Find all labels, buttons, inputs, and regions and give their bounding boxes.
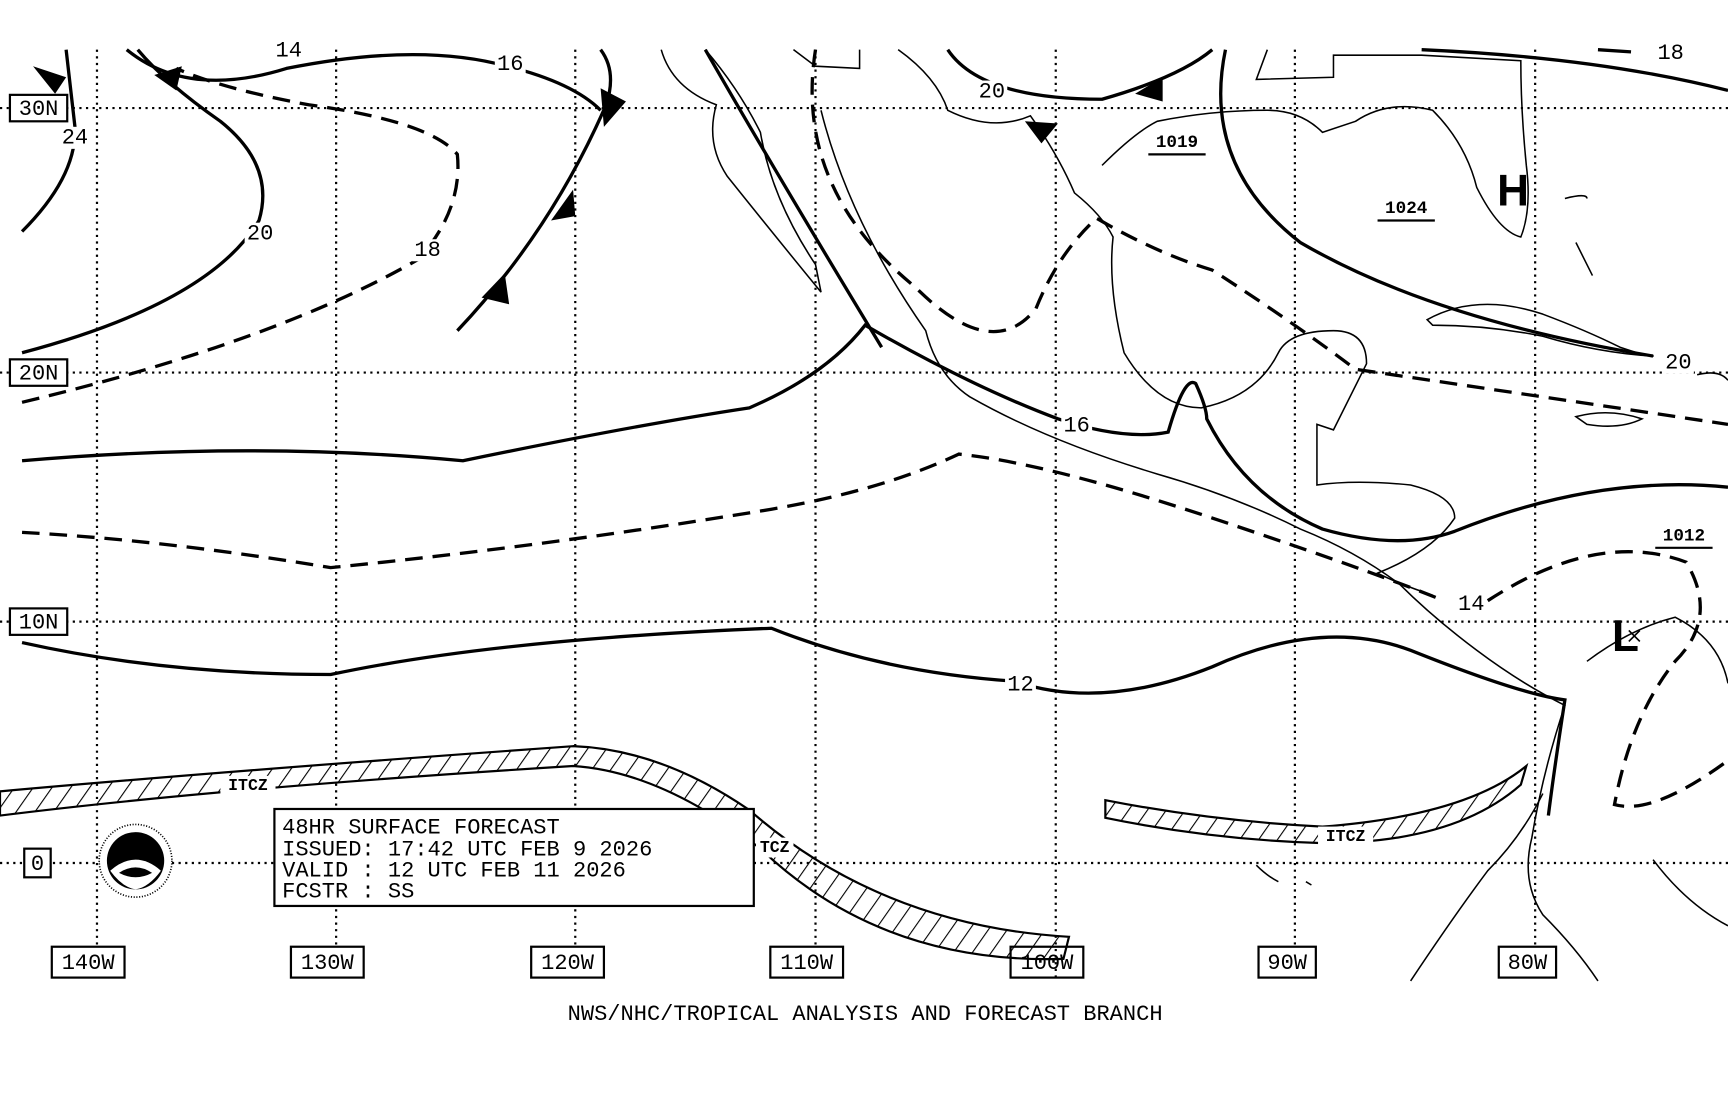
isobar-labels: 14 16 24 20 18 20 16 12 14 20 18 — [59, 39, 1694, 697]
lon-label: 90W — [1267, 951, 1307, 976]
lat-labels: 30N 20N 10N 0 — [8, 93, 69, 879]
isobar-label: 20 — [1665, 350, 1691, 375]
lon-label: 110W — [780, 951, 834, 976]
isobar-label: 16 — [497, 52, 523, 77]
center-pressure: 1019 — [1156, 133, 1198, 153]
center-pressure: 1024 — [1385, 199, 1428, 219]
high-center: H — [1497, 167, 1529, 216]
lat-label: 20N — [19, 362, 59, 387]
center-pressure: 1012 — [1663, 526, 1705, 546]
forecast-info: VALID : 12 UTC FEB 11 2026 — [282, 859, 626, 884]
isobar-label: 12 — [1007, 672, 1033, 697]
lat-label: 10N — [19, 611, 59, 636]
lon-label: 140W — [62, 951, 116, 976]
lat-label: 0 — [31, 852, 44, 877]
isobars — [20, 48, 1728, 816]
pressure-centers: 1019 1024 1012 H L — [1148, 133, 1713, 661]
itcz-label: TCZ — [760, 838, 790, 857]
isobar-label: 24 — [62, 126, 88, 151]
lon-labels: 140W 130W 120W 110W 100W 90W 80W — [50, 945, 1558, 979]
forecast-info: 48HR SURFACE FORECAST — [282, 816, 560, 841]
isobar-label: 18 — [1657, 41, 1683, 66]
itcz-label: ITCZ — [228, 776, 268, 795]
isobar-label: 20 — [979, 79, 1005, 104]
isobar-label: 20 — [247, 222, 273, 247]
itcz-label: ITCZ — [1326, 827, 1366, 846]
isobar-label: 14 — [276, 39, 302, 64]
lat-label: 30N — [19, 97, 59, 122]
forecast-info: ISSUED: 17:42 UTC FEB 9 2026 — [282, 838, 652, 863]
lon-label: 80W — [1508, 951, 1548, 976]
itcz — [0, 745, 1529, 961]
lon-label: 120W — [541, 951, 595, 976]
isobar-label: 14 — [1458, 592, 1484, 617]
isobar-label: 16 — [1063, 413, 1089, 438]
footer: NWS/NHC/TROPICAL ANALYSIS AND FORECAST B… — [568, 1002, 1163, 1027]
forecast-info: FCSTR : SS — [282, 879, 414, 904]
graticule — [0, 49, 1728, 981]
lon-label: 130W — [301, 951, 355, 976]
coastlines — [660, 49, 1728, 982]
lon-label: 100W — [1020, 951, 1074, 976]
isobar-label: 18 — [414, 238, 440, 263]
noaa-logo — [98, 823, 173, 898]
